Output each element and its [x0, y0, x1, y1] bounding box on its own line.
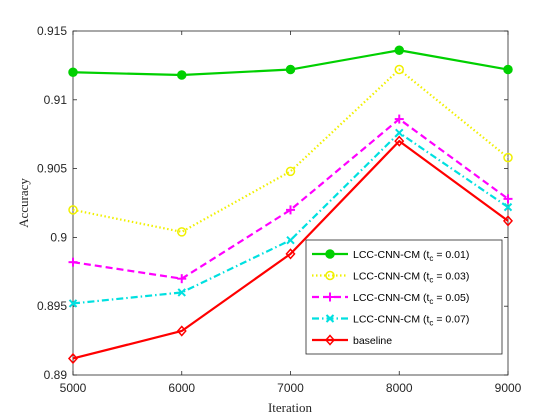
series-layer: [67, 45, 514, 365]
x-tick-label: 5000: [60, 381, 87, 395]
x-tick-label: 7000: [277, 381, 304, 395]
y-tick-label: 0.89: [44, 368, 68, 382]
data-point: [502, 215, 514, 227]
legend-item: baseline: [312, 334, 392, 347]
legend-label: LCC-CNN-CM (tc = 0.05): [353, 292, 469, 306]
data-point: [503, 202, 513, 212]
legend-label: baseline: [353, 335, 392, 347]
legend-item: LCC-CNN-CM (tc = 0.05): [312, 292, 469, 306]
data-point: [286, 235, 295, 245]
x-axis-title: Iteration: [268, 400, 313, 415]
legend-item: LCC-CNN-CM (tc = 0.03): [312, 271, 469, 285]
x-tick-label: 6000: [168, 381, 195, 395]
data-point: [503, 64, 513, 75]
x-tick-label: 8000: [386, 381, 413, 395]
data-point: [285, 166, 296, 177]
series-4: [68, 128, 513, 308]
data-point: [503, 194, 513, 204]
legend-marker: [325, 249, 335, 259]
data-point: [394, 45, 404, 56]
data-point: [177, 274, 187, 284]
data-point: [177, 70, 187, 80]
data-point: [68, 299, 78, 308]
x-tick-label: 9000: [495, 381, 522, 395]
data-point: [177, 227, 187, 237]
y-tick-label: 0.915: [37, 24, 67, 38]
y-tick-label: 0.91: [44, 93, 68, 107]
series-1: [68, 45, 513, 80]
y-axis: 0.89 0.895 0.9 0.905 0.91 0.915: [37, 24, 508, 382]
legend-label: LCC-CNN-CM (tc = 0.07): [353, 314, 469, 328]
data-point: [176, 325, 187, 337]
y-tick-label: 0.9: [50, 230, 67, 244]
legend-marker: [324, 334, 336, 346]
legend-marker: [325, 314, 335, 323]
data-point: [395, 128, 404, 138]
y-tick-label: 0.895: [37, 299, 67, 313]
series-2: [68, 64, 513, 237]
y-tick-label: 0.905: [37, 162, 67, 176]
series-line: [72, 139, 509, 360]
data-point: [68, 205, 78, 215]
data-point: [286, 205, 295, 215]
data-point: [68, 257, 78, 267]
y-axis-title: Accuracy: [16, 178, 31, 228]
legend-marker: [325, 292, 335, 302]
data-point: [285, 64, 296, 75]
legend-label: LCC-CNN-CM (tc = 0.03): [353, 271, 469, 285]
legend-label: LCC-CNN-CM (tc = 0.01): [353, 249, 469, 263]
data-point: [67, 352, 79, 365]
data-point: [394, 135, 405, 147]
data-point: [394, 114, 404, 124]
series-line: [72, 131, 509, 305]
data-point: [394, 64, 404, 75]
legend-item: LCC-CNN-CM (tc = 0.01): [312, 249, 469, 263]
series-5: [67, 135, 514, 365]
data-point: [285, 248, 296, 260]
x-axis: 5000 6000 7000 8000 9000: [60, 31, 522, 395]
data-point: [177, 288, 186, 297]
legend: LCC-CNN-CM (tc = 0.01) LCC-CNN-CM (tc = 0…: [305, 239, 503, 355]
legend-marker: [325, 270, 335, 281]
legend-item: LCC-CNN-CM (tc = 0.07): [312, 314, 469, 328]
series-3: [68, 114, 513, 284]
data-point: [68, 67, 78, 78]
data-point: [503, 152, 513, 163]
